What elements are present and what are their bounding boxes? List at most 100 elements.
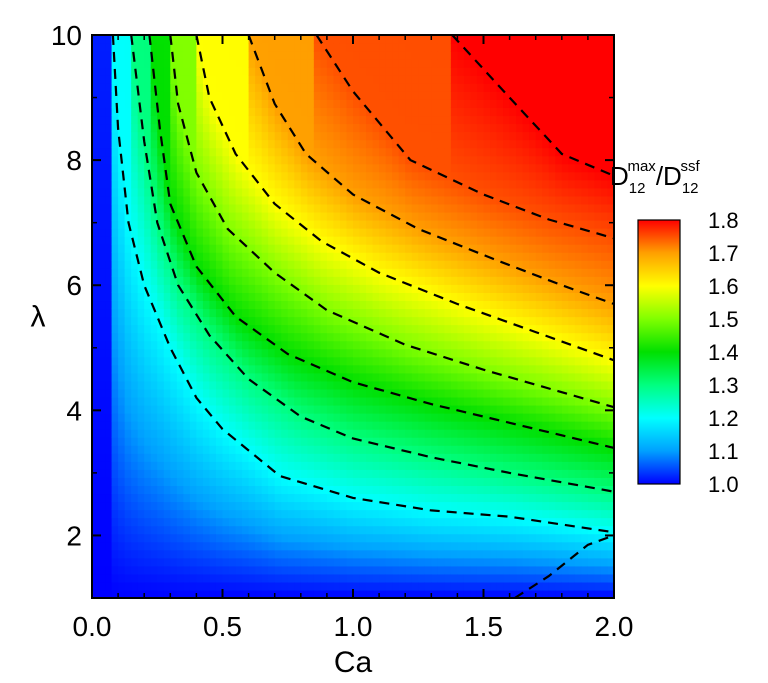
- heatmap-cell: [385, 533, 393, 543]
- heatmap-cell: [255, 380, 263, 390]
- heatmap-cell: [431, 573, 439, 583]
- heatmap-cell: [490, 501, 498, 511]
- heatmap-cell: [157, 67, 165, 76]
- heatmap-cell: [242, 43, 250, 52]
- heatmap-cell: [516, 348, 524, 358]
- heatmap-cell: [379, 260, 387, 269]
- heatmap-cell: [379, 67, 387, 76]
- heatmap-cell: [437, 324, 445, 334]
- heatmap-cell: [157, 43, 165, 52]
- heatmap-cell: [313, 421, 321, 430]
- heatmap-cell: [268, 300, 276, 310]
- heatmap-cell: [516, 163, 524, 173]
- heatmap-cell: [261, 219, 269, 229]
- heatmap-cell: [170, 300, 178, 310]
- heatmap-cell: [353, 308, 361, 318]
- heatmap-cell: [326, 364, 335, 374]
- heatmap-cell: [418, 211, 426, 221]
- heatmap-cell: [359, 187, 367, 197]
- heatmap-cell: [209, 300, 217, 310]
- heatmap-cell: [385, 348, 393, 358]
- heatmap-cell: [339, 83, 348, 92]
- heatmap-cell: [372, 260, 380, 269]
- heatmap-cell: [424, 485, 432, 495]
- heatmap-cell: [379, 413, 387, 422]
- heatmap-cell: [529, 300, 537, 310]
- heatmap-cell: [300, 461, 308, 470]
- heatmap-cell: [346, 203, 354, 213]
- heatmap-cell: [535, 115, 543, 125]
- heatmap-cell: [366, 589, 374, 599]
- heatmap-cell: [326, 445, 335, 454]
- heatmap-cell: [176, 211, 184, 221]
- heatmap-cell: [261, 252, 269, 261]
- heatmap-cell: [437, 413, 445, 422]
- heatmap-cell: [326, 453, 335, 462]
- heatmap-cell: [313, 147, 321, 157]
- heatmap-cell: [287, 292, 295, 302]
- heatmap-cell: [189, 404, 198, 414]
- heatmap-cell: [490, 332, 498, 342]
- heatmap-cell: [509, 316, 517, 326]
- heatmap-cell: [392, 203, 400, 213]
- heatmap-cell: [111, 493, 119, 503]
- heatmap-cell: [274, 573, 282, 583]
- heatmap-cell: [98, 163, 106, 173]
- heatmap-cell: [353, 372, 361, 382]
- heatmap-cell: [274, 51, 282, 60]
- heatmap-cell: [144, 517, 152, 527]
- heatmap-cell: [98, 91, 106, 100]
- heatmap-cell: [157, 292, 165, 302]
- heatmap-cell: [522, 147, 530, 157]
- heatmap-cell: [359, 163, 367, 173]
- heatmap-cell: [229, 396, 237, 406]
- heatmap-cell: [450, 589, 459, 599]
- heatmap-cell: [229, 581, 237, 591]
- heatmap-cell: [463, 147, 472, 157]
- heatmap-cell: [463, 396, 472, 406]
- heatmap-cell: [287, 493, 295, 503]
- heatmap-cell: [548, 284, 556, 293]
- heatmap-cell: [372, 348, 380, 358]
- heatmap-cell: [183, 99, 191, 108]
- heatmap-cell: [418, 501, 426, 511]
- heatmap-cell: [274, 581, 282, 591]
- heatmap-cell: [366, 525, 374, 535]
- heatmap-cell: [137, 75, 145, 84]
- heatmap-cell: [490, 485, 498, 495]
- heatmap-cell: [124, 573, 132, 583]
- heatmap-cell: [385, 163, 393, 173]
- heatmap-cell: [307, 219, 315, 229]
- heatmap-cell: [372, 517, 380, 527]
- heatmap-cell: [157, 372, 165, 382]
- heatmap-cell: [242, 421, 250, 430]
- heatmap-cell: [176, 171, 184, 181]
- heatmap-cell: [496, 211, 504, 221]
- heatmap-cell: [124, 356, 132, 366]
- heatmap-cell: [398, 541, 406, 551]
- heatmap-cell: [300, 203, 308, 213]
- heatmap-cell: [222, 364, 230, 374]
- heatmap-cell: [202, 485, 211, 495]
- heatmap-cell: [366, 372, 374, 382]
- heatmap-cell: [366, 541, 374, 551]
- heatmap-cell: [235, 252, 243, 261]
- heatmap-cell: [333, 203, 341, 213]
- heatmap-cell: [300, 147, 308, 157]
- heatmap-cell: [313, 107, 321, 117]
- heatmap-cell: [150, 477, 158, 486]
- heatmap-cell: [496, 541, 504, 551]
- heatmap-cell: [163, 219, 171, 229]
- heatmap-cell: [509, 421, 517, 430]
- heatmap-cell: [215, 163, 224, 173]
- heatmap-cell: [463, 485, 472, 495]
- heatmap-cell: [235, 147, 243, 157]
- heatmap-cell: [111, 51, 119, 60]
- heatmap-cell: [398, 429, 406, 438]
- heatmap-cell: [476, 413, 485, 422]
- heatmap-cell: [339, 219, 348, 229]
- heatmap-cell: [516, 316, 524, 326]
- heatmap-cell: [372, 252, 380, 261]
- heatmap-cell: [189, 549, 198, 559]
- heatmap-cell: [300, 372, 308, 382]
